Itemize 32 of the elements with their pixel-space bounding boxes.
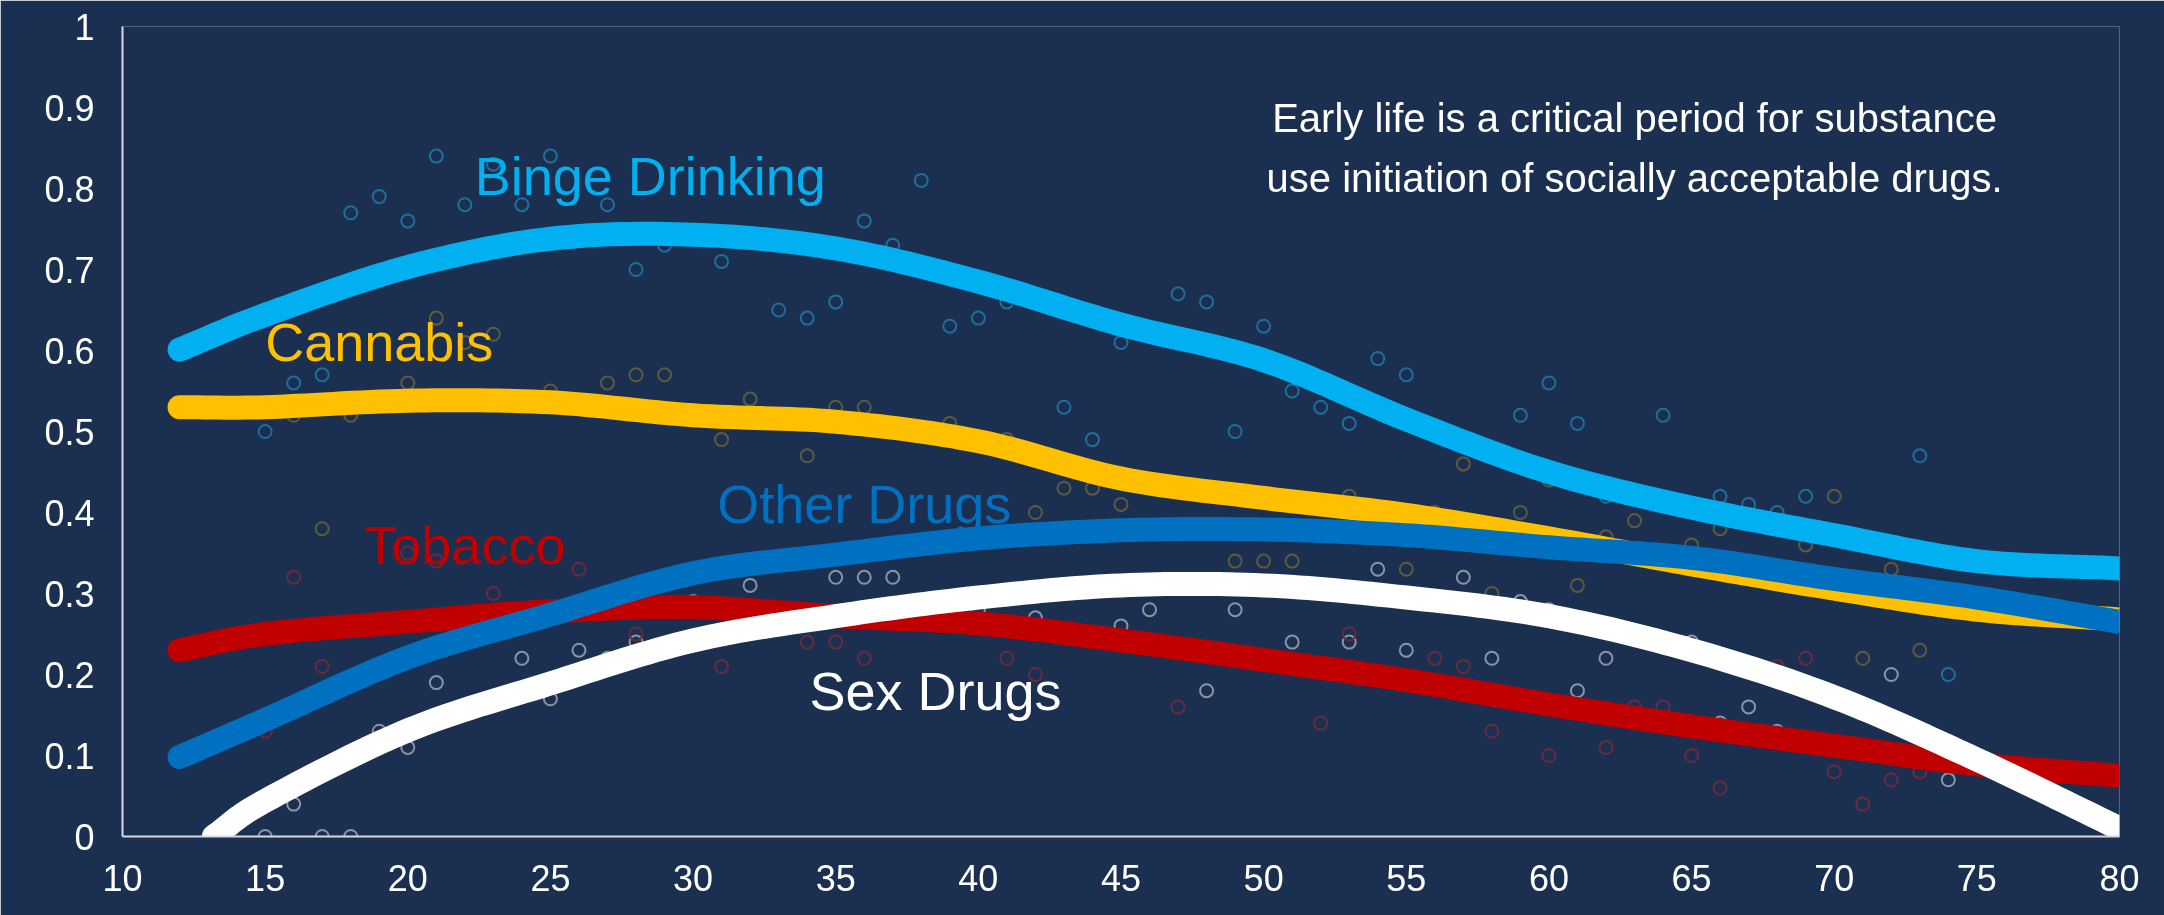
- y-tick-label: 0.6: [44, 330, 95, 372]
- y-tick-label: 0.2: [44, 654, 95, 696]
- x-tick-label: 15: [245, 857, 286, 899]
- y-tick-label: 1: [74, 6, 95, 48]
- series-label: Sex Drugs: [809, 660, 1062, 721]
- x-tick-label: 70: [1814, 857, 1855, 899]
- x-tick-label: 10: [102, 857, 143, 899]
- y-tick-label: 0.7: [44, 249, 95, 291]
- x-tick-label: 20: [387, 857, 428, 899]
- x-tick-label: 50: [1243, 857, 1284, 899]
- y-tick-label: 0.4: [44, 492, 95, 534]
- y-tick-label: 0.8: [44, 168, 95, 210]
- x-tick-label: 55: [1386, 857, 1427, 899]
- series-label: Binge Drinking: [474, 146, 826, 207]
- y-tick-label: 0: [74, 816, 95, 858]
- series-label: Cannabis: [265, 312, 494, 373]
- annotation: Early life is a critical period for substance use initiation of socially acceptable drugs.: [1266, 96, 2003, 200]
- x-tick-label: 65: [1671, 857, 1712, 899]
- series-label: Tobacco: [364, 514, 566, 575]
- y-tick-label: 0.1: [44, 735, 95, 777]
- y-tick-label: 0.3: [44, 573, 95, 615]
- y-tick-label: 0.5: [44, 411, 95, 453]
- x-tick-label: 25: [530, 857, 571, 899]
- x-tick-label: 45: [1100, 857, 1142, 899]
- x-tick-label: 30: [673, 857, 714, 899]
- x-tick-label: 75: [1956, 857, 1997, 899]
- series-label: Other Drugs: [717, 474, 1012, 535]
- x-tick-label: 80: [2099, 857, 2140, 899]
- x-tick-label: 40: [958, 857, 999, 899]
- y-tick-label: 0.9: [44, 87, 95, 129]
- x-tick-label: 60: [1528, 857, 1569, 899]
- x-tick-label: 35: [815, 857, 856, 899]
